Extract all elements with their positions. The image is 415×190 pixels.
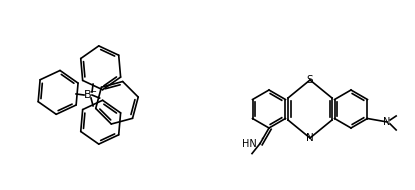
Text: ⁺: ⁺ xyxy=(260,138,264,144)
Text: N: N xyxy=(383,117,391,127)
Text: −: − xyxy=(90,88,97,97)
Text: B: B xyxy=(84,90,92,100)
Text: N: N xyxy=(306,133,314,143)
Text: S: S xyxy=(307,75,313,85)
Text: HN: HN xyxy=(242,139,257,149)
